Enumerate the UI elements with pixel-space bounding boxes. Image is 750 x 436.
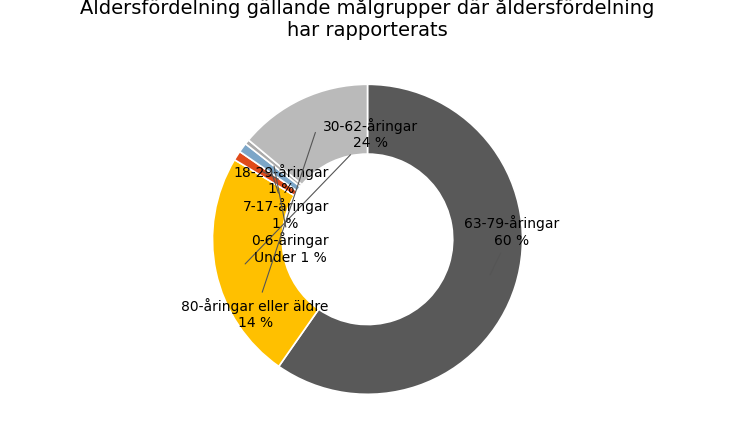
- Text: 30-62-åringar
24 %: 30-62-åringar 24 %: [245, 118, 418, 264]
- Wedge shape: [240, 144, 301, 191]
- Wedge shape: [235, 152, 297, 195]
- Text: 63-79-åringar
60 %: 63-79-åringar 60 %: [464, 215, 559, 275]
- Wedge shape: [245, 140, 302, 187]
- Wedge shape: [212, 160, 319, 366]
- Text: 18-29-åringar
1 %: 18-29-åringar 1 %: [233, 164, 328, 197]
- Text: 7-17-åringar
1 %: 7-17-åringar 1 %: [242, 170, 328, 231]
- Title: Åldersfördelning gällande målgrupper där åldersfördelning
har rapporterats: Åldersfördelning gällande målgrupper där…: [80, 0, 655, 40]
- Text: 80-åringar eller äldre
14 %: 80-åringar eller äldre 14 %: [182, 133, 328, 330]
- Text: 0-6-åringar
Under 1 %: 0-6-åringar Under 1 %: [251, 166, 328, 265]
- Wedge shape: [248, 84, 368, 185]
- Wedge shape: [279, 84, 523, 394]
